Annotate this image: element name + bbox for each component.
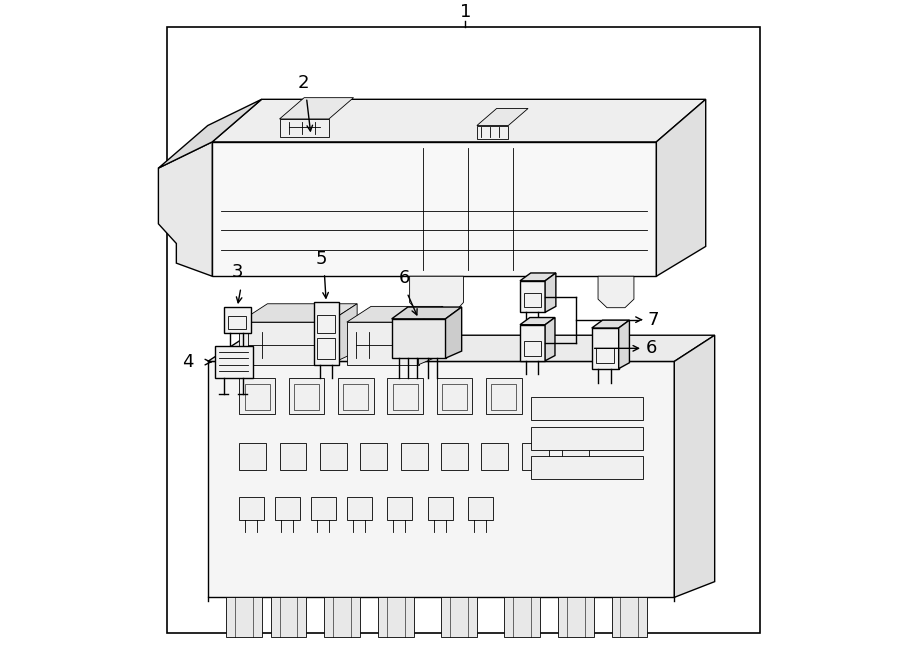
Polygon shape xyxy=(158,142,212,276)
Bar xyxy=(343,384,368,410)
Bar xyxy=(310,497,336,520)
Bar xyxy=(239,497,265,520)
Text: 3: 3 xyxy=(231,264,243,282)
Bar xyxy=(387,497,412,520)
Polygon shape xyxy=(592,328,618,369)
Polygon shape xyxy=(520,325,545,361)
Polygon shape xyxy=(239,322,328,365)
Polygon shape xyxy=(674,335,715,598)
Polygon shape xyxy=(328,304,357,365)
Bar xyxy=(360,444,387,469)
Text: 1: 1 xyxy=(460,3,471,21)
Bar xyxy=(317,315,335,333)
Bar xyxy=(275,497,301,520)
Bar xyxy=(525,293,541,307)
Polygon shape xyxy=(324,598,360,637)
Polygon shape xyxy=(504,598,540,637)
Polygon shape xyxy=(212,99,706,142)
Text: 7: 7 xyxy=(647,311,659,329)
Bar xyxy=(346,497,372,520)
Polygon shape xyxy=(656,99,706,276)
Polygon shape xyxy=(410,276,464,312)
Polygon shape xyxy=(346,307,443,322)
Bar xyxy=(392,384,418,410)
Polygon shape xyxy=(618,320,629,369)
Bar xyxy=(239,444,266,469)
Bar xyxy=(245,384,270,410)
Polygon shape xyxy=(477,108,528,126)
Polygon shape xyxy=(520,273,556,281)
Text: 6: 6 xyxy=(399,270,410,288)
Polygon shape xyxy=(280,119,328,137)
Bar xyxy=(525,341,541,356)
Polygon shape xyxy=(226,598,262,637)
Polygon shape xyxy=(598,276,634,308)
Polygon shape xyxy=(477,126,508,139)
Text: 5: 5 xyxy=(316,250,328,268)
Polygon shape xyxy=(392,319,446,358)
Polygon shape xyxy=(545,273,556,312)
Text: 4: 4 xyxy=(183,353,194,371)
Bar xyxy=(596,348,614,364)
Polygon shape xyxy=(158,99,262,168)
Bar xyxy=(289,378,324,414)
Polygon shape xyxy=(212,142,656,276)
Polygon shape xyxy=(208,362,674,598)
Bar xyxy=(531,427,643,450)
Bar xyxy=(229,315,247,329)
Polygon shape xyxy=(378,598,414,637)
Bar xyxy=(400,444,428,469)
Polygon shape xyxy=(520,317,555,325)
Bar xyxy=(428,497,453,520)
Bar xyxy=(320,444,346,469)
Bar xyxy=(531,457,643,479)
Bar xyxy=(387,378,423,414)
Polygon shape xyxy=(545,317,555,361)
Polygon shape xyxy=(313,303,338,365)
Bar xyxy=(436,378,472,414)
Polygon shape xyxy=(215,346,253,378)
Bar xyxy=(491,384,517,410)
Polygon shape xyxy=(239,304,357,322)
Polygon shape xyxy=(271,598,306,637)
Bar xyxy=(317,338,335,360)
Bar xyxy=(441,444,468,469)
Polygon shape xyxy=(558,598,594,637)
Text: 2: 2 xyxy=(298,74,310,92)
Polygon shape xyxy=(208,335,715,362)
Polygon shape xyxy=(392,307,462,319)
Bar xyxy=(468,497,493,520)
Bar xyxy=(531,397,643,420)
Polygon shape xyxy=(346,322,418,365)
Polygon shape xyxy=(280,98,354,119)
Bar xyxy=(167,27,760,633)
Polygon shape xyxy=(520,281,545,312)
Polygon shape xyxy=(224,307,251,333)
Text: 6: 6 xyxy=(645,339,657,358)
Polygon shape xyxy=(441,598,477,637)
Bar xyxy=(338,378,374,414)
Bar xyxy=(239,378,275,414)
Bar xyxy=(562,444,590,469)
Bar xyxy=(482,444,508,469)
Bar xyxy=(294,384,319,410)
Bar xyxy=(442,384,467,410)
Bar xyxy=(280,444,306,469)
Bar xyxy=(522,444,549,469)
Polygon shape xyxy=(611,598,647,637)
Polygon shape xyxy=(592,320,629,328)
Bar xyxy=(486,378,522,414)
Polygon shape xyxy=(446,307,462,358)
Polygon shape xyxy=(418,307,443,365)
